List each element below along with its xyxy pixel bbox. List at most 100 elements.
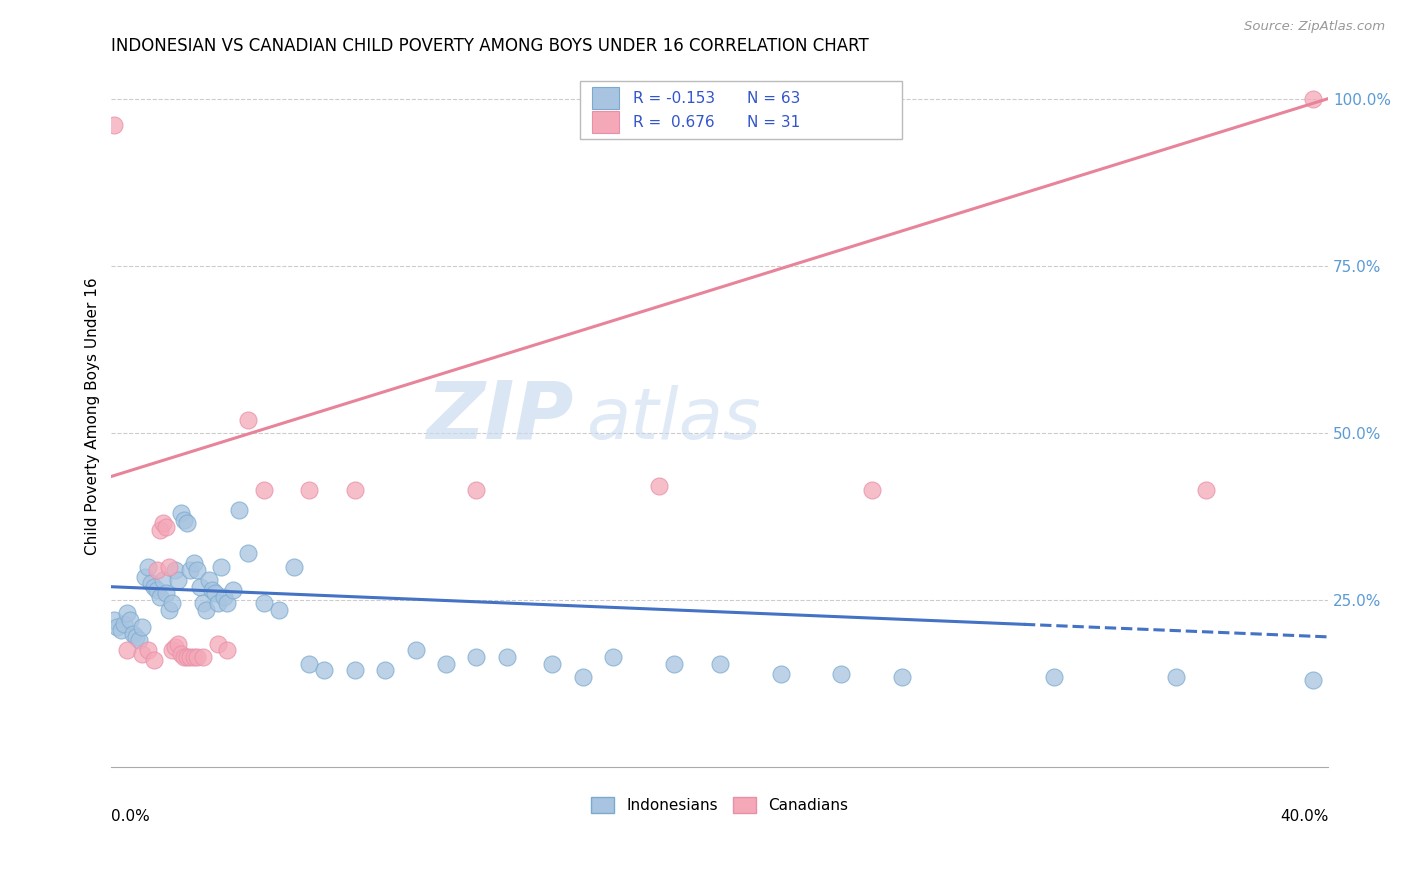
Point — [152, 516, 174, 531]
Y-axis label: Child Poverty Among Boys Under 16: Child Poverty Among Boys Under 16 — [86, 277, 100, 555]
Point — [405, 643, 427, 657]
Point — [830, 666, 852, 681]
Point — [465, 483, 488, 497]
Point — [434, 657, 457, 671]
Point — [252, 483, 274, 497]
Point — [179, 649, 201, 664]
Point — [179, 563, 201, 577]
Point — [155, 519, 177, 533]
Point — [134, 570, 156, 584]
Point — [131, 647, 153, 661]
Point — [173, 513, 195, 527]
Point — [572, 670, 595, 684]
Text: INDONESIAN VS CANADIAN CHILD POVERTY AMONG BOYS UNDER 16 CORRELATION CHART: INDONESIAN VS CANADIAN CHILD POVERTY AMO… — [111, 37, 869, 55]
Point — [769, 666, 792, 681]
Point — [112, 616, 135, 631]
Point — [648, 479, 671, 493]
Point — [146, 563, 169, 577]
Point — [1302, 92, 1324, 106]
Point — [149, 590, 172, 604]
Point — [541, 657, 564, 671]
Point — [1164, 670, 1187, 684]
Point — [343, 663, 366, 677]
Point — [209, 559, 232, 574]
Point — [167, 636, 190, 650]
Point — [709, 657, 731, 671]
Point — [107, 620, 129, 634]
Text: R = -0.153: R = -0.153 — [633, 91, 716, 105]
Text: N = 31: N = 31 — [747, 114, 800, 129]
Text: R =  0.676: R = 0.676 — [633, 114, 716, 129]
Point — [143, 653, 166, 667]
Legend: Indonesians, Canadians: Indonesians, Canadians — [585, 791, 855, 820]
Point — [146, 583, 169, 598]
Point — [1195, 483, 1218, 497]
Point — [165, 640, 187, 654]
Point — [183, 557, 205, 571]
Point — [157, 559, 180, 574]
Point — [222, 583, 245, 598]
Point — [186, 563, 208, 577]
Point — [103, 119, 125, 133]
Point — [374, 663, 396, 677]
Point — [136, 559, 159, 574]
Point — [165, 563, 187, 577]
Point — [215, 643, 238, 657]
Point — [465, 649, 488, 664]
Point — [118, 613, 141, 627]
Point — [155, 586, 177, 600]
Text: Source: ZipAtlas.com: Source: ZipAtlas.com — [1244, 20, 1385, 33]
FancyBboxPatch shape — [592, 111, 619, 133]
Point — [186, 649, 208, 664]
Text: N = 63: N = 63 — [747, 91, 800, 105]
Point — [176, 649, 198, 664]
Point — [152, 573, 174, 587]
Point — [215, 597, 238, 611]
Text: 40.0%: 40.0% — [1279, 809, 1329, 824]
Point — [267, 603, 290, 617]
Point — [149, 523, 172, 537]
Point — [891, 670, 914, 684]
Text: 0.0%: 0.0% — [111, 809, 150, 824]
FancyBboxPatch shape — [592, 87, 619, 110]
Point — [183, 649, 205, 664]
Point — [162, 597, 184, 611]
Point — [283, 559, 305, 574]
Point — [128, 633, 150, 648]
Point — [197, 573, 219, 587]
Point — [173, 649, 195, 664]
Point — [860, 483, 883, 497]
Point — [207, 636, 229, 650]
Point — [1302, 673, 1324, 688]
Point — [194, 603, 217, 617]
Point — [131, 620, 153, 634]
Point — [115, 607, 138, 621]
Point — [139, 576, 162, 591]
FancyBboxPatch shape — [579, 81, 903, 139]
Point — [212, 590, 235, 604]
Point — [167, 573, 190, 587]
Point — [602, 649, 624, 664]
Point — [298, 483, 321, 497]
Text: atlas: atlas — [586, 385, 761, 454]
Point — [343, 483, 366, 497]
Point — [143, 580, 166, 594]
Point — [191, 597, 214, 611]
Point — [238, 412, 260, 426]
Point — [662, 657, 685, 671]
Point — [170, 506, 193, 520]
Point — [125, 630, 148, 644]
Point — [121, 626, 143, 640]
Point — [157, 603, 180, 617]
Point — [201, 583, 224, 598]
Point — [495, 649, 517, 664]
Point — [238, 546, 260, 560]
Point — [228, 503, 250, 517]
Point — [136, 643, 159, 657]
Point — [298, 657, 321, 671]
Point — [188, 580, 211, 594]
Point — [103, 613, 125, 627]
Point — [1043, 670, 1066, 684]
Point — [115, 643, 138, 657]
Point — [252, 597, 274, 611]
